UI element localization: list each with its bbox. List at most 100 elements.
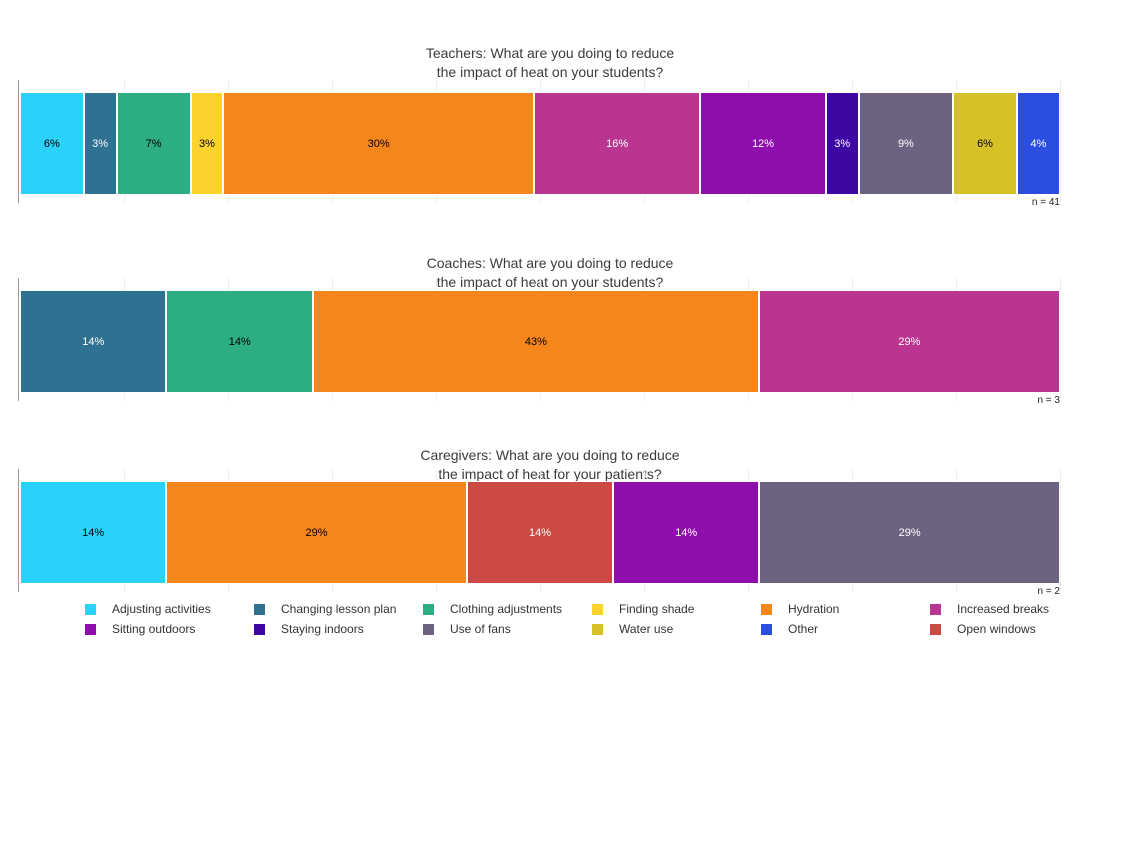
bar-segment-increased-breaks: 29% xyxy=(758,290,1061,393)
chart-title: Coaches: What are you doing to reduce th… xyxy=(20,254,1080,292)
legend-label: Other xyxy=(788,622,819,636)
segment-value-label: 3% xyxy=(199,137,215,150)
legend-item-hydration: Hydration xyxy=(761,602,930,616)
y-axis-line xyxy=(18,278,19,401)
legend-label: Use of fans xyxy=(450,622,511,636)
chart-title-line1: Caregivers: What are you doing to reduce xyxy=(420,447,680,463)
stacked-bar: 14% 29% 14% 14% 29% xyxy=(20,481,1061,584)
segment-value-label: 14% xyxy=(528,526,552,539)
segment-value-label: 6% xyxy=(977,137,993,150)
chart-title-line2: the impact of heat for your patients? xyxy=(438,466,662,482)
segment-value-label: 29% xyxy=(898,335,921,348)
legend-swatch-open-windows xyxy=(930,623,941,635)
bar-segment-hydration: 30% xyxy=(223,92,534,195)
bar-segment-open-windows: 14% xyxy=(466,481,614,584)
legend-item-clothing-adjustments: Clothing adjustments xyxy=(423,602,592,616)
bar-segment-sitting-outdoors: 12% xyxy=(700,92,826,195)
segment-value-label: 16% xyxy=(606,137,629,150)
plot-area: 6% 3% 7% 3% 30% 16% 12% 3% 9% 6% 4% n = 41 xyxy=(18,80,1061,208)
chart-title: Caregivers: What are you doing to reduce… xyxy=(20,446,1080,484)
legend-label: Water use xyxy=(619,622,674,636)
legend-label: Changing lesson plan xyxy=(281,602,397,616)
segment-value-label: 29% xyxy=(898,526,921,539)
legend-swatch-use-of-fans xyxy=(423,623,434,635)
segment-value-label: 14% xyxy=(675,526,698,539)
segment-value-label: 7% xyxy=(145,137,162,150)
legend-label: Adjusting activities xyxy=(112,602,211,616)
bar-segment-sitting-outdoors: 14% xyxy=(613,481,760,584)
y-axis-line xyxy=(18,80,19,203)
gridline-100 xyxy=(1060,469,1061,592)
segment-value-label: 3% xyxy=(92,137,109,150)
segment-value-label: 4% xyxy=(1030,137,1047,150)
chart-title-line1: Coaches: What are you doing to reduce xyxy=(426,255,674,271)
legend-label: Hydration xyxy=(788,602,840,616)
legend-label: Increased breaks xyxy=(957,602,1050,616)
segment-value-label: 14% xyxy=(228,335,251,348)
legend-label: Clothing adjustments xyxy=(450,602,563,616)
chart-title-line2: the impact of heat on your students? xyxy=(436,274,664,290)
bar-segment-water-use: 6% xyxy=(953,92,1017,195)
segment-value-label: 14% xyxy=(82,335,105,348)
bar-segment-use-of-fans: 9% xyxy=(858,92,954,195)
y-axis-line xyxy=(18,469,19,592)
legend: Adjusting activities Changing lesson plan… xyxy=(85,602,1099,636)
stacked-bar: 6% 3% 7% 3% 30% 16% 12% 3% 9% 6% 4% xyxy=(20,92,1060,195)
segment-value-label: 6% xyxy=(43,137,60,150)
bar-segment-adjusting-activities: 14% xyxy=(20,481,167,584)
bar-segment-hydration: 43% xyxy=(312,290,759,393)
bar-segment-staying-indoors: 3% xyxy=(825,92,859,195)
legend-item-open-windows: Open windows xyxy=(930,622,1099,636)
segment-value-label: 30% xyxy=(367,137,390,150)
legend-swatch-hydration xyxy=(761,603,772,615)
sample-size-label: n = 3 xyxy=(1037,395,1060,406)
gridline-100 xyxy=(1060,80,1061,203)
legend-item-adjusting-activities: Adjusting activities xyxy=(85,602,254,616)
legend-swatch-finding-shade xyxy=(592,603,603,615)
bar-segment-changing-lesson-plan: 14% xyxy=(20,290,167,393)
legend-item-water-use: Water use xyxy=(592,622,761,636)
bar-segment-other: 4% xyxy=(1016,92,1060,195)
bar-segment-increased-breaks: 16% xyxy=(533,92,701,195)
bar-segment-clothing-adjustments: 14% xyxy=(166,290,313,393)
legend-item-changing-lesson-plan: Changing lesson plan xyxy=(254,602,423,616)
legend-item-finding-shade: Finding shade xyxy=(592,602,761,616)
legend-swatch-adjusting-activities xyxy=(85,603,96,615)
legend-item-sitting-outdoors: Sitting outdoors xyxy=(85,622,254,636)
legend-label: Finding shade xyxy=(619,602,695,616)
plot-area: 14% 14% 43% 29% n = 3 xyxy=(18,278,1061,406)
plot-area: 14% 29% 14% 14% 29% n = 2 xyxy=(18,469,1061,597)
bar-segment-finding-shade: 3% xyxy=(190,92,224,195)
bar-segment-clothing-adjustments: 7% xyxy=(116,92,191,195)
segment-value-label: 9% xyxy=(897,137,914,150)
legend-label: Sitting outdoors xyxy=(112,622,196,636)
legend-item-other: Other xyxy=(761,622,930,636)
segment-value-label: 3% xyxy=(834,137,851,150)
legend-swatch-clothing-adjustments xyxy=(423,603,434,615)
chart-title-line1: Teachers: What are you doing to reduce xyxy=(425,45,675,61)
legend-swatch-increased-breaks xyxy=(930,603,941,615)
bar-segment-use-of-fans: 29% xyxy=(759,481,1061,584)
legend-swatch-changing-lesson-plan xyxy=(254,603,265,615)
bar-segment-adjusting-activities: 6% xyxy=(20,92,84,195)
stacked-bar: 14% 14% 43% 29% xyxy=(20,290,1061,393)
legend-label: Open windows xyxy=(957,622,1036,636)
legend-swatch-staying-indoors xyxy=(254,623,265,635)
legend-item-use-of-fans: Use of fans xyxy=(423,622,592,636)
sample-size-label: n = 41 xyxy=(1031,197,1060,208)
legend-swatch-water-use xyxy=(592,623,603,635)
segment-value-label: 29% xyxy=(305,526,328,539)
legend-item-staying-indoors: Staying indoors xyxy=(254,622,423,636)
chart-title: Teachers: What are you doing to reduce t… xyxy=(20,44,1080,82)
bar-segment-changing-lesson-plan: 3% xyxy=(83,92,117,195)
segment-value-label: 14% xyxy=(82,526,105,539)
legend-item-increased-breaks: Increased breaks xyxy=(930,602,1099,616)
segment-value-label: 43% xyxy=(524,335,547,348)
chart-title-line2: the impact of heat on your students? xyxy=(436,64,664,80)
legend-swatch-sitting-outdoors xyxy=(85,623,96,635)
segment-value-label: 12% xyxy=(752,137,775,150)
legend-label: Staying indoors xyxy=(281,622,364,636)
gridline-100 xyxy=(1060,278,1061,401)
legend-swatch-other xyxy=(761,623,772,635)
